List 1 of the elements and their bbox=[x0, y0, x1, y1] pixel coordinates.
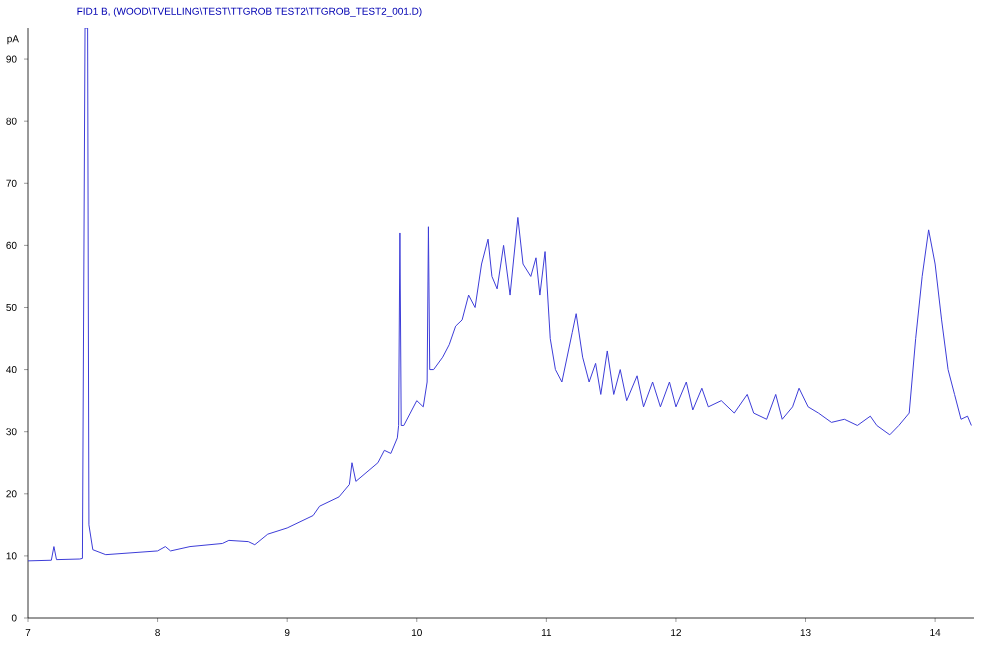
line-series bbox=[28, 28, 972, 562]
